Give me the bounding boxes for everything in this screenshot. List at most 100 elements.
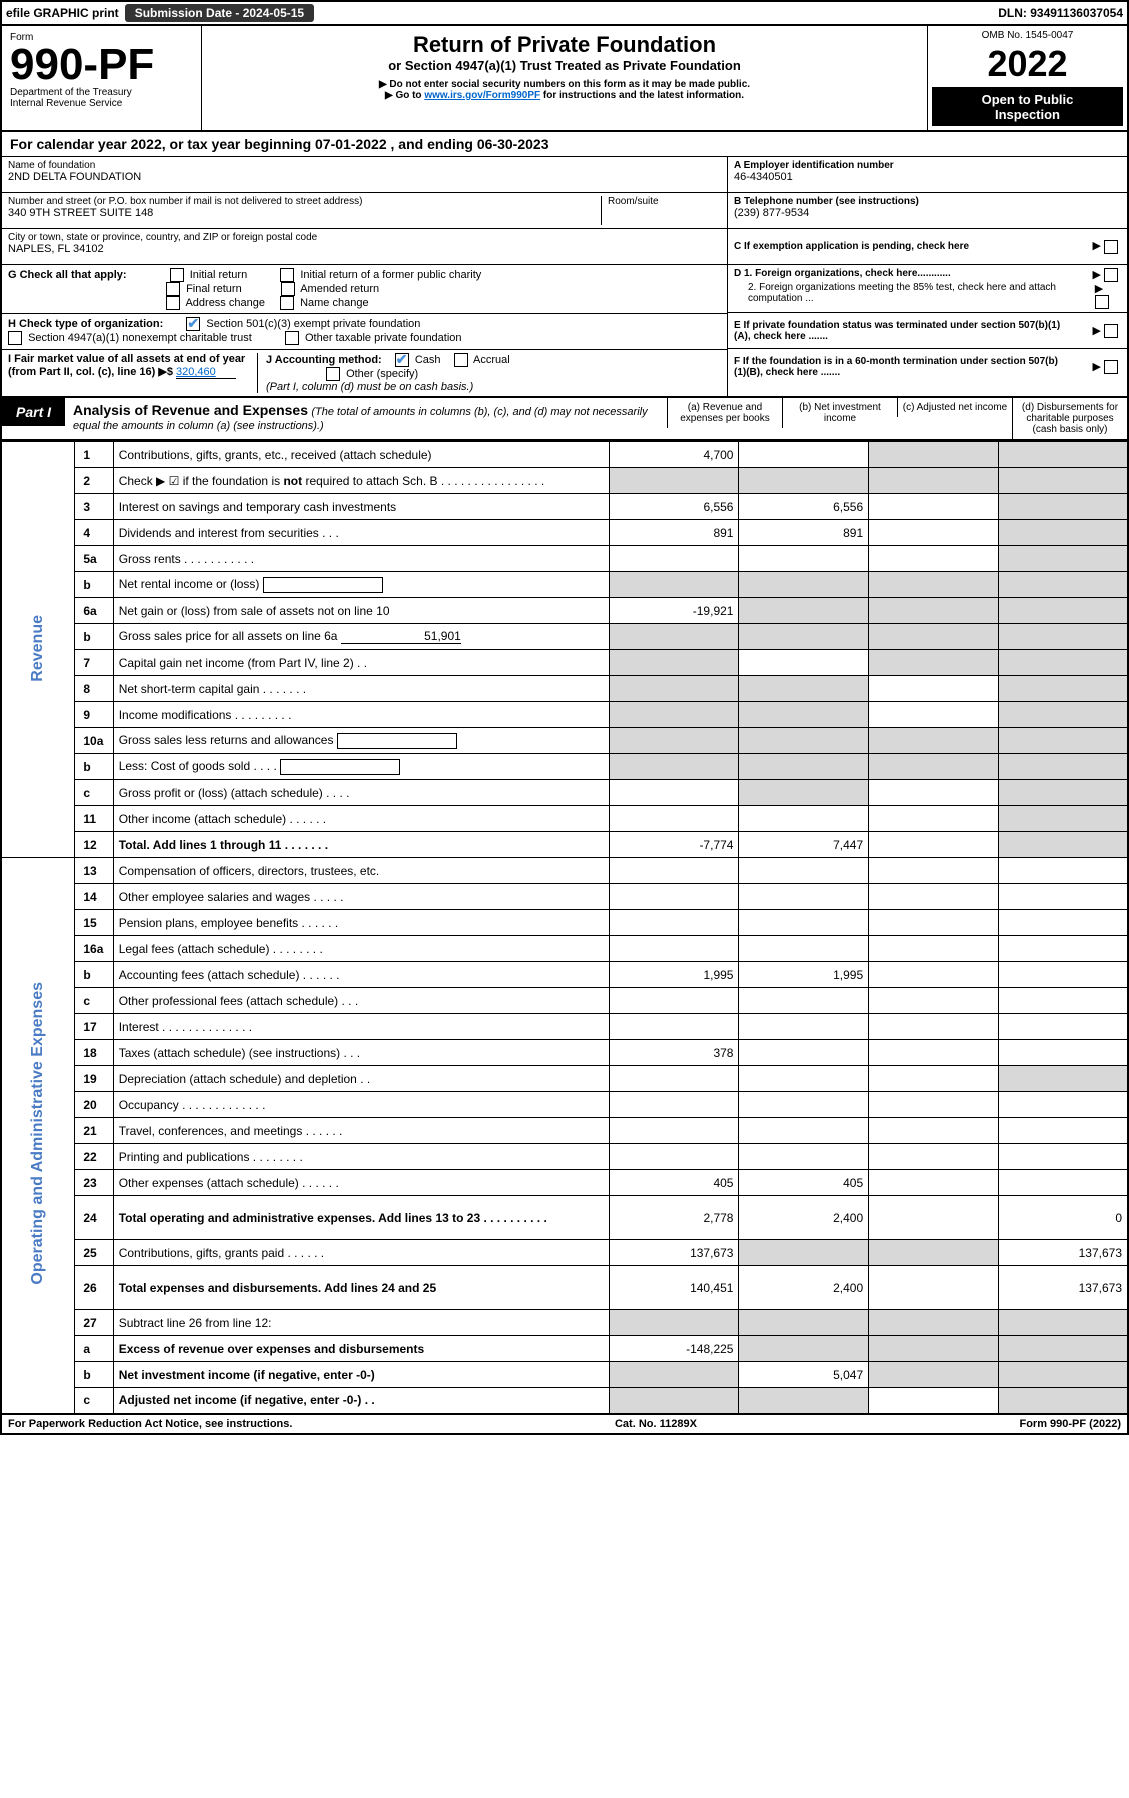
amount-cell bbox=[998, 780, 1128, 806]
irs-link[interactable]: www.irs.gov/Form990PF bbox=[424, 90, 540, 101]
city-label: City or town, state or province, country… bbox=[8, 232, 721, 243]
line-number: b bbox=[75, 962, 113, 988]
amount-cell bbox=[739, 884, 869, 910]
line-number: 4 bbox=[75, 520, 113, 546]
amount-cell bbox=[739, 936, 869, 962]
amount-cell bbox=[739, 806, 869, 832]
checkbox-4947a1[interactable] bbox=[8, 331, 22, 345]
line-description: Net rental income or (loss) bbox=[113, 572, 609, 598]
line-description: Contributions, gifts, grants, etc., rece… bbox=[113, 442, 609, 468]
room-suite-label: Room/suite bbox=[608, 196, 721, 207]
amount-cell bbox=[998, 1362, 1128, 1388]
line-number: 19 bbox=[75, 1066, 113, 1092]
amount-cell: 891 bbox=[609, 520, 739, 546]
checkbox-initial-former[interactable] bbox=[280, 268, 294, 282]
amount-cell bbox=[998, 962, 1128, 988]
fmv-value[interactable]: 320,460 bbox=[176, 366, 236, 379]
table-row: 10aGross sales less returns and allowanc… bbox=[1, 728, 1128, 754]
table-row: 27Subtract line 26 from line 12: bbox=[1, 1310, 1128, 1336]
amount-cell bbox=[739, 1388, 869, 1414]
checkbox-c[interactable] bbox=[1104, 240, 1118, 254]
checkbox-initial-return[interactable] bbox=[170, 268, 184, 282]
amount-cell bbox=[998, 1336, 1128, 1362]
part-1-title: Analysis of Revenue and Expenses bbox=[73, 402, 308, 418]
amount-cell bbox=[869, 1388, 999, 1414]
line-description: Total. Add lines 1 through 11 . . . . . … bbox=[113, 832, 609, 858]
table-row: bNet rental income or (loss) bbox=[1, 572, 1128, 598]
amount-cell bbox=[998, 676, 1128, 702]
amount-cell bbox=[869, 806, 999, 832]
amount-cell bbox=[869, 624, 999, 650]
d2-label: 2. Foreign organizations meeting the 85%… bbox=[734, 282, 1095, 309]
table-row: 2Check ▶ ☑ if the foundation is not requ… bbox=[1, 468, 1128, 494]
line-description: Net short-term capital gain . . . . . . … bbox=[113, 676, 609, 702]
table-row: bLess: Cost of goods sold . . . . bbox=[1, 754, 1128, 780]
line-description: Net gain or (loss) from sale of assets n… bbox=[113, 598, 609, 624]
form-header: Form 990-PF Department of the Treasury I… bbox=[0, 26, 1129, 132]
checkbox-d2[interactable] bbox=[1095, 295, 1109, 309]
line-number: c bbox=[75, 1388, 113, 1414]
line-description: Net investment income (if negative, ente… bbox=[113, 1362, 609, 1388]
checkbox-accrual[interactable] bbox=[454, 353, 468, 367]
amount-cell bbox=[609, 1014, 739, 1040]
checkbox-d1[interactable] bbox=[1104, 268, 1118, 282]
line-number: 7 bbox=[75, 650, 113, 676]
amount-cell bbox=[869, 494, 999, 520]
amount-cell bbox=[739, 1310, 869, 1336]
col-b-header: (b) Net investment income bbox=[782, 398, 897, 428]
a-ein-value: 46-4340501 bbox=[734, 171, 1121, 183]
table-row: 6aNet gain or (loss) from sale of assets… bbox=[1, 598, 1128, 624]
amount-cell bbox=[739, 1144, 869, 1170]
amount-cell bbox=[739, 1336, 869, 1362]
amount-cell bbox=[869, 442, 999, 468]
amount-cell bbox=[869, 780, 999, 806]
top-bar: efile GRAPHIC print Submission Date - 20… bbox=[0, 0, 1129, 26]
line-number: 5a bbox=[75, 546, 113, 572]
amount-cell bbox=[869, 910, 999, 936]
amount-cell bbox=[869, 572, 999, 598]
open-public-badge: Open to Public Inspection bbox=[932, 88, 1123, 126]
amount-cell: 7,447 bbox=[739, 832, 869, 858]
form-title: Return of Private Foundation bbox=[208, 32, 921, 58]
amount-cell bbox=[998, 988, 1128, 1014]
amount-cell: 2,778 bbox=[609, 1196, 739, 1240]
omb-number: OMB No. 1545-0047 bbox=[932, 30, 1123, 41]
efile-label: efile GRAPHIC print bbox=[6, 6, 119, 20]
table-row: cAdjusted net income (if negative, enter… bbox=[1, 1388, 1128, 1414]
col-d-header: (d) Disbursements for charitable purpose… bbox=[1012, 398, 1127, 439]
amount-cell bbox=[739, 442, 869, 468]
checkbox-name-change[interactable] bbox=[280, 296, 294, 310]
line-description: Interest . . . . . . . . . . . . . . bbox=[113, 1014, 609, 1040]
line-number: 3 bbox=[75, 494, 113, 520]
checkbox-f[interactable] bbox=[1104, 360, 1118, 374]
foundation-name: 2ND DELTA FOUNDATION bbox=[8, 171, 721, 183]
col-a-header: (a) Revenue and expenses per books bbox=[667, 398, 782, 428]
line-description: Gross rents . . . . . . . . . . . bbox=[113, 546, 609, 572]
checkbox-other-method[interactable] bbox=[326, 367, 340, 381]
checkbox-address-change[interactable] bbox=[166, 296, 180, 310]
table-row: 23Other expenses (attach schedule) . . .… bbox=[1, 1170, 1128, 1196]
line-number: a bbox=[75, 1336, 113, 1362]
checkbox-final-return[interactable] bbox=[166, 282, 180, 296]
line-description: Other employee salaries and wages . . . … bbox=[113, 884, 609, 910]
checkbox-other-taxable[interactable] bbox=[285, 331, 299, 345]
table-row: 26Total expenses and disbursements. Add … bbox=[1, 1266, 1128, 1310]
checkbox-cash[interactable] bbox=[395, 353, 409, 367]
analysis-table: Revenue1Contributions, gifts, grants, et… bbox=[0, 441, 1129, 1415]
line-description: Income modifications . . . . . . . . . bbox=[113, 702, 609, 728]
dln-label: DLN: 93491136037054 bbox=[998, 6, 1123, 20]
table-row: 14Other employee salaries and wages . . … bbox=[1, 884, 1128, 910]
line-number: 8 bbox=[75, 676, 113, 702]
checkbox-501c3[interactable] bbox=[186, 317, 200, 331]
line-description: Total expenses and disbursements. Add li… bbox=[113, 1266, 609, 1310]
table-row: 12Total. Add lines 1 through 11 . . . . … bbox=[1, 832, 1128, 858]
city-state-zip: NAPLES, FL 34102 bbox=[8, 243, 721, 255]
amount-cell: 137,673 bbox=[609, 1240, 739, 1266]
checkbox-amended-return[interactable] bbox=[281, 282, 295, 296]
table-row: 19Depreciation (attach schedule) and dep… bbox=[1, 1066, 1128, 1092]
checkbox-e[interactable] bbox=[1104, 324, 1118, 338]
amount-cell bbox=[869, 546, 999, 572]
amount-cell bbox=[869, 988, 999, 1014]
line-description: Contributions, gifts, grants paid . . . … bbox=[113, 1240, 609, 1266]
part-1-label: Part I bbox=[2, 398, 65, 426]
